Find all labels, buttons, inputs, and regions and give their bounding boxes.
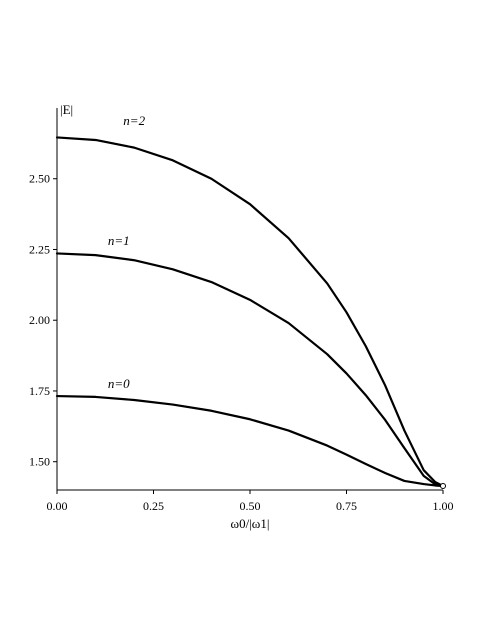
- x-axis-title: ω0/|ω1|: [231, 516, 270, 531]
- series-group: [55, 136, 446, 490]
- x-tick-label: 0.00: [47, 499, 68, 513]
- x-tick-label: 0.25: [143, 499, 164, 513]
- labels-group: n=0 n=1 n=2: [108, 113, 146, 391]
- series-line-n-2: [55, 136, 445, 488]
- y-tick-label: 2.25: [29, 242, 50, 256]
- y-tick-label: 1.75: [29, 384, 50, 398]
- y-tick-label: 2.00: [29, 313, 50, 327]
- x-tick-label: 0.50: [240, 499, 261, 513]
- series-label: n=2: [123, 113, 145, 128]
- x-tick-label: 0.75: [336, 499, 357, 513]
- axes: 0.00 0.25 0.50 0.75 1.00 1.50 1.75 2.00 2.25 2.50…: [29, 102, 454, 531]
- series-label: n=1: [108, 233, 130, 248]
- series-line-n-0: [55, 394, 445, 488]
- end-point-marker: [440, 483, 446, 490]
- y-tick-label: 1.50: [29, 455, 50, 469]
- x-tick-label: 1.00: [433, 499, 454, 513]
- series-line-n-1: [55, 252, 445, 488]
- y-axis-title: |E|: [60, 102, 73, 117]
- y-tick-label: 2.50: [29, 172, 50, 186]
- series-label: n=0: [108, 376, 130, 391]
